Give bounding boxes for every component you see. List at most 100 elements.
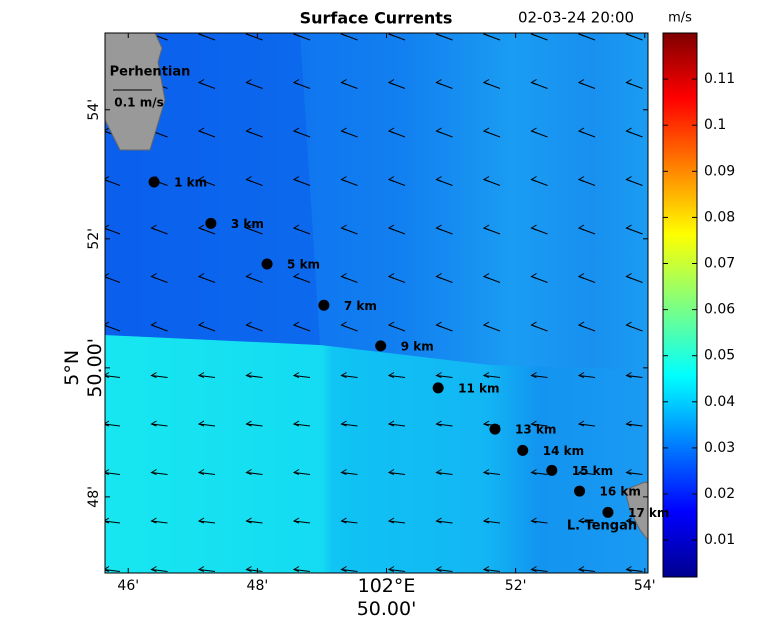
vector-head (105, 372, 110, 378)
vector (578, 472, 596, 475)
vector-head (387, 372, 395, 378)
vector-head (387, 469, 395, 475)
point-label: 17 km (628, 506, 669, 520)
colorbar-tick-label: 0.11 (704, 71, 735, 87)
vector-head (245, 566, 252, 572)
vector (436, 423, 453, 427)
x-tick-label: 46' (117, 578, 139, 594)
vector-head (292, 517, 300, 524)
vector-head (197, 127, 205, 134)
vector-head (625, 372, 632, 378)
vector-head (530, 224, 537, 231)
vector (198, 423, 216, 427)
vector (246, 569, 263, 572)
vector-head (482, 420, 490, 427)
vector-head (625, 420, 632, 427)
current-vectors (105, 33, 643, 572)
transect-point (148, 176, 160, 188)
vector-head (530, 566, 537, 572)
vector-head (340, 176, 347, 182)
vector-head (197, 273, 205, 279)
vector-head (340, 420, 347, 427)
vector (483, 375, 501, 378)
vector-head (530, 127, 537, 134)
vector (105, 569, 121, 572)
vector-head (530, 321, 537, 328)
vector-head (340, 273, 347, 279)
vector-head (340, 224, 347, 231)
vector-head (340, 469, 347, 475)
vector-head (245, 127, 252, 134)
vector (151, 472, 168, 475)
vector-head (435, 33, 442, 37)
vector (578, 520, 596, 524)
vector (531, 423, 548, 427)
y-tick-label: 5°N50.00' (61, 338, 106, 398)
vector (151, 520, 168, 524)
transect-point (546, 464, 558, 476)
vector (151, 423, 168, 427)
transect-point (261, 258, 273, 270)
vector-head (197, 321, 205, 328)
vector-head (150, 321, 157, 328)
vector-head (105, 127, 110, 134)
place-label: Perhentian (110, 65, 191, 80)
vector (293, 472, 311, 475)
colorbar-tick-label: 0.01 (704, 532, 735, 548)
vector-head (340, 321, 347, 328)
vector-head (625, 321, 632, 328)
vector-head (292, 566, 300, 572)
transect-point (489, 423, 501, 435)
vector-head (245, 176, 252, 182)
vector-head (577, 33, 585, 37)
vector-head (625, 127, 632, 134)
vector-head (197, 517, 205, 524)
colorbar-unit: m/s (668, 11, 692, 26)
vector-head (435, 127, 442, 134)
vector (341, 472, 358, 475)
vector-head (292, 273, 300, 279)
vector (105, 375, 121, 378)
vector-head (577, 176, 585, 182)
vector-head (482, 372, 490, 378)
vector (341, 423, 358, 427)
vector (246, 520, 263, 524)
x-tick-label: 48' (247, 578, 269, 594)
timestamp: 02-03-24 20:00 (518, 9, 634, 27)
vector-head (387, 33, 395, 37)
vector-head (530, 176, 537, 182)
vector-head (197, 372, 205, 378)
transect-point (375, 340, 387, 352)
vector-head (340, 372, 347, 378)
vector-head (292, 321, 300, 328)
vector (626, 375, 643, 378)
island-tengah (624, 481, 648, 541)
vector (293, 423, 311, 427)
vector-head (245, 79, 252, 85)
place-label: L. Tengah (567, 519, 637, 534)
vector (105, 423, 121, 427)
vector-head (435, 321, 442, 328)
point-label: 5 km (287, 257, 320, 271)
scale-label: 0.1 m/s (114, 96, 163, 110)
vector (388, 569, 406, 572)
vector (293, 569, 311, 572)
vector-head (105, 321, 110, 328)
vector-head (150, 469, 157, 475)
vector-head (197, 79, 205, 85)
vector-head (105, 273, 110, 279)
plot-frame (104, 32, 649, 574)
vector-head (292, 79, 300, 85)
vector-head (105, 566, 110, 572)
transect-point (517, 444, 529, 456)
point-label: 3 km (231, 217, 264, 231)
vector-head (340, 33, 347, 37)
vector (483, 472, 501, 475)
vector-head (435, 566, 442, 572)
vector-head (482, 273, 490, 279)
vector-head (150, 273, 157, 279)
vector-head (577, 566, 585, 572)
vector (151, 375, 168, 378)
colorbar-tick-label: 0.08 (704, 209, 735, 225)
